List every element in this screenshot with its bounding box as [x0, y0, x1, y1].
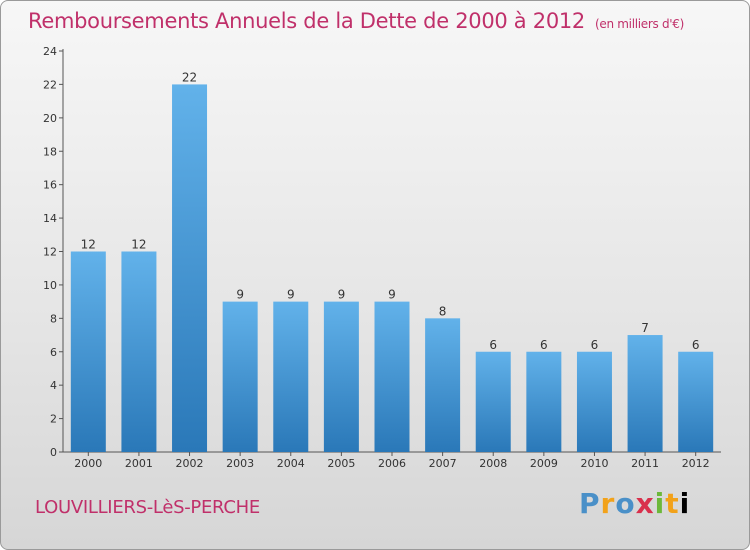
bar-2002 — [172, 84, 208, 453]
y-tick-label: 16 — [43, 179, 57, 192]
data-label-2004: 9 — [287, 288, 295, 302]
chart-title: Remboursements Annuels de la Dette de 20… — [28, 9, 684, 33]
x-tick-label-2009: 2009 — [530, 457, 558, 470]
bar-2004 — [273, 301, 309, 452]
y-tick-label: 0 — [50, 446, 57, 459]
data-label-2005: 9 — [338, 288, 346, 302]
chart-title-text: Remboursements Annuels de la Dette de 20… — [28, 9, 585, 33]
data-label-2000: 12 — [81, 238, 96, 252]
y-tick-label: 4 — [50, 379, 57, 392]
x-tick-label-2005: 2005 — [327, 457, 355, 470]
bar-2012 — [678, 351, 714, 452]
data-label-2011: 7 — [641, 321, 649, 335]
y-tick-label: 10 — [43, 279, 57, 292]
bar-2008 — [475, 351, 511, 452]
data-label-2008: 6 — [489, 338, 497, 352]
data-label-2001: 12 — [131, 238, 146, 252]
bar-2009 — [526, 351, 562, 452]
bar-2003 — [222, 301, 258, 452]
data-label-2002: 22 — [182, 70, 197, 84]
x-tick-label-2000: 2000 — [74, 457, 102, 470]
x-tick-label-2003: 2003 — [226, 457, 254, 470]
proxiti-logo: Proxiti — [579, 487, 691, 520]
data-label-2012: 6 — [692, 338, 700, 352]
bar-2007 — [425, 318, 461, 452]
bar-2000 — [70, 251, 106, 452]
bar-2010 — [576, 351, 612, 452]
y-tick-label: 20 — [43, 112, 57, 125]
data-label-2003: 9 — [236, 288, 244, 302]
bar-2006 — [374, 301, 410, 452]
x-tick-label-2004: 2004 — [277, 457, 305, 470]
y-tick-label: 12 — [43, 246, 57, 259]
y-tick-label: 22 — [43, 78, 57, 91]
data-label-2006: 9 — [388, 288, 396, 302]
x-tick-label-2010: 2010 — [580, 457, 608, 470]
commune-name: LOUVILLIERS-LèS-PERCHE — [35, 497, 260, 518]
data-label-2010: 6 — [591, 338, 599, 352]
bar-2001 — [121, 251, 157, 452]
data-label-2009: 6 — [540, 338, 548, 352]
bar-2005 — [323, 301, 359, 452]
x-tick-label-2006: 2006 — [378, 457, 406, 470]
bar-2011 — [627, 335, 663, 452]
y-tick-label: 14 — [43, 212, 57, 225]
y-tick-label: 2 — [50, 413, 57, 426]
y-tick-label: 6 — [50, 346, 57, 359]
x-tick-label-2012: 2012 — [682, 457, 710, 470]
x-tick-label-2008: 2008 — [479, 457, 507, 470]
x-tick-label-2011: 2011 — [631, 457, 659, 470]
x-tick-label-2007: 2007 — [429, 457, 457, 470]
data-label-2007: 8 — [439, 304, 447, 318]
x-tick-label-2001: 2001 — [125, 457, 153, 470]
chart-subtitle: (en milliers d'€) — [595, 17, 685, 31]
y-tick-label: 24 — [43, 45, 57, 58]
y-tick-label: 8 — [50, 312, 57, 325]
x-tick-label-2002: 2002 — [176, 457, 204, 470]
y-tick-label: 18 — [43, 145, 57, 158]
